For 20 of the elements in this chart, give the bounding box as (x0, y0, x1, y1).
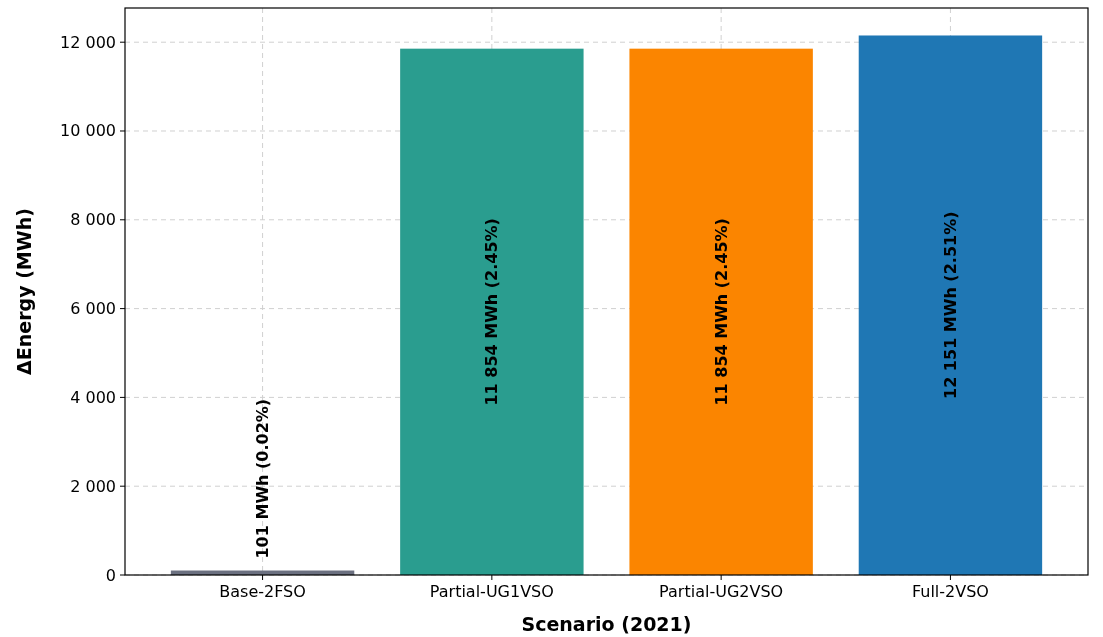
data-label: 11 854 MWh (2.45%) (482, 218, 502, 406)
bar (400, 48, 584, 575)
y-tick-label: 6 000 (70, 299, 116, 319)
y-tick-label: 4 000 (70, 387, 116, 407)
x-tick-label: Partial-UG1VSO (429, 582, 554, 601)
y-tick-label: 2 000 (70, 476, 116, 496)
x-tick-label: Base-2FSO (219, 582, 306, 601)
data-label: 101 MWh (0.02%) (253, 398, 273, 559)
data-label: 11 854 MWh (2.45%) (711, 218, 731, 406)
y-tick-label: 10 000 (60, 121, 116, 141)
y-tick-label: 0 (105, 565, 116, 585)
y-axis-title: ΔEnergy (MWh) (13, 208, 35, 375)
x-tick-label: Partial-UG2VSO (659, 582, 784, 601)
y-tick-label: 8 000 (70, 210, 116, 230)
x-axis-title: Scenario (2021) (521, 613, 692, 635)
bar (629, 48, 813, 575)
y-tick-label: 12 000 (60, 32, 116, 52)
data-label: 12 151 MWh (2.51%) (940, 211, 960, 399)
x-tick-label: Full-2VSO (911, 582, 989, 601)
bar (858, 35, 1043, 575)
